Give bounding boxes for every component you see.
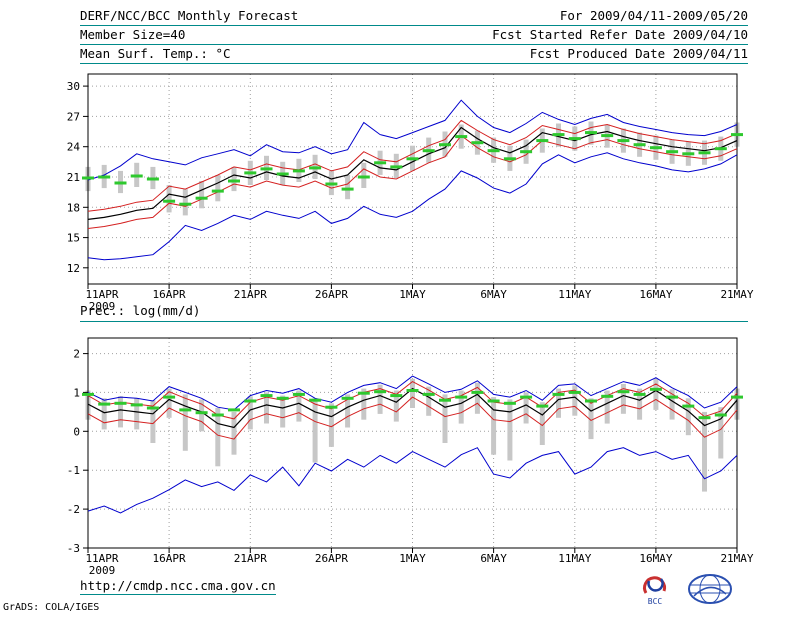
svg-text:1MAY: 1MAY (399, 552, 426, 565)
svg-text:16APR: 16APR (153, 288, 186, 301)
member-size-label: Member Size=40 (80, 27, 186, 42)
svg-text:24: 24 (67, 141, 81, 154)
svg-text:21APR: 21APR (234, 288, 267, 301)
svg-text:0: 0 (73, 425, 80, 438)
svg-text:6MAY: 6MAY (480, 288, 507, 301)
svg-text:21APR: 21APR (234, 552, 267, 565)
bcc-logo-icon: BCC (643, 576, 667, 606)
source-url: http://cmdp.ncc.cma.gov.cn (80, 578, 276, 595)
svg-text:16MAY: 16MAY (639, 288, 672, 301)
header-row-2: Member Size=40 Fcst Started Refer Date 2… (80, 27, 748, 45)
svg-text:27: 27 (67, 110, 80, 123)
svg-text:-2: -2 (67, 503, 80, 516)
svg-text:-3: -3 (67, 542, 80, 555)
svg-text:6MAY: 6MAY (480, 552, 507, 565)
svg-text:26APR: 26APR (315, 288, 348, 301)
svg-text:18: 18 (67, 201, 80, 214)
grads-credit: GrADS: COLA/IGES (3, 602, 100, 613)
svg-text:1MAY: 1MAY (399, 288, 426, 301)
svg-text:30: 30 (67, 80, 80, 93)
svg-text:21MAY: 21MAY (720, 288, 753, 301)
forecast-range: For 2009/04/11-2009/05/20 (559, 8, 748, 23)
svg-text:15: 15 (67, 232, 80, 245)
svg-text:21MAY: 21MAY (720, 552, 753, 565)
svg-text:12: 12 (67, 262, 80, 275)
svg-text:11MAY: 11MAY (558, 288, 591, 301)
svg-text:16MAY: 16MAY (639, 552, 672, 565)
svg-text:16APR: 16APR (153, 552, 186, 565)
svg-text:11MAY: 11MAY (558, 552, 591, 565)
temperature-panel-title: Mean Surf. Temp.: °C (80, 46, 231, 61)
refer-date-label: Fcst Started Refer Date 2009/04/10 (492, 27, 748, 42)
header-row-1: DERF/NCC/BCC Monthly Forecast For 2009/0… (80, 8, 748, 26)
bcc-logo-text: BCC (648, 597, 663, 606)
svg-text:2: 2 (73, 348, 80, 361)
svg-text:26APR: 26APR (315, 552, 348, 565)
produced-date-label: Fcst Produced Date 2009/04/11 (529, 46, 748, 61)
svg-text:2009: 2009 (89, 564, 116, 577)
svg-text:1: 1 (73, 386, 80, 399)
header-row-3: Mean Surf. Temp.: °C Fcst Produced Date … (80, 46, 748, 64)
precipitation-panel-title: Prec.: log(mm/d) (80, 304, 748, 322)
svg-text:11APR: 11APR (85, 552, 118, 565)
svg-text:21: 21 (67, 171, 80, 184)
svg-text:11APR: 11APR (85, 288, 118, 301)
page-title: DERF/NCC/BCC Monthly Forecast (80, 8, 299, 23)
svg-text:2009: 2009 (89, 300, 116, 313)
svg-text:-1: -1 (67, 464, 80, 477)
cma-ncc-logo-icon (688, 574, 732, 604)
